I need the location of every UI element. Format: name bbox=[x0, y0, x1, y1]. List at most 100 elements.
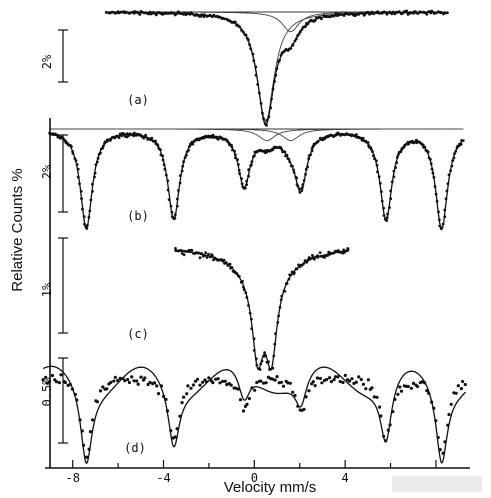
panel-label: (d) bbox=[124, 441, 146, 455]
data-point bbox=[334, 249, 337, 253]
data-point bbox=[295, 176, 298, 180]
data-point bbox=[382, 214, 386, 217]
scale-label: 2% bbox=[40, 54, 54, 69]
data-point bbox=[276, 321, 280, 324]
data-point bbox=[41, 378, 45, 382]
data-point bbox=[163, 167, 167, 171]
data-point bbox=[250, 160, 254, 164]
data-point bbox=[182, 395, 186, 399]
data-point bbox=[461, 139, 465, 143]
data-point bbox=[127, 380, 131, 385]
data-point bbox=[264, 381, 268, 385]
data-point bbox=[302, 262, 306, 265]
data-point bbox=[82, 443, 86, 447]
data-point bbox=[397, 10, 401, 14]
data-point bbox=[273, 378, 277, 382]
panel-c: 1% (c) bbox=[40, 237, 350, 371]
data-point bbox=[342, 248, 346, 252]
data-point bbox=[307, 157, 311, 161]
data-point bbox=[297, 32, 301, 36]
data-point bbox=[359, 377, 363, 382]
data-point bbox=[434, 192, 438, 196]
data-point bbox=[164, 173, 168, 177]
data-point bbox=[245, 179, 249, 183]
data-point bbox=[238, 172, 242, 176]
data-point bbox=[78, 418, 82, 422]
data-point bbox=[271, 366, 275, 370]
data-point bbox=[229, 383, 233, 387]
data-point bbox=[454, 149, 458, 153]
data-point bbox=[203, 254, 207, 257]
data-point bbox=[420, 380, 424, 384]
data-point bbox=[350, 377, 354, 381]
data-point bbox=[93, 175, 96, 179]
data-point bbox=[156, 392, 161, 396]
data-point bbox=[396, 153, 400, 157]
data-point bbox=[288, 381, 292, 385]
data-point bbox=[238, 398, 243, 402]
data-point bbox=[68, 382, 72, 386]
data-point bbox=[271, 148, 274, 152]
data-point bbox=[385, 12, 389, 16]
data-point bbox=[302, 179, 306, 182]
data-point bbox=[413, 140, 416, 144]
data-point bbox=[384, 439, 388, 443]
data-point bbox=[283, 289, 287, 293]
data-point bbox=[182, 253, 186, 257]
data-point bbox=[306, 165, 309, 169]
scale-label: 2% bbox=[40, 164, 54, 179]
panel-label: (b) bbox=[127, 209, 149, 223]
data-point bbox=[260, 359, 264, 363]
component-curve-2 bbox=[50, 128, 464, 142]
data-point bbox=[398, 385, 402, 389]
data-point bbox=[334, 12, 338, 16]
data-point bbox=[117, 136, 121, 140]
data-point bbox=[211, 254, 214, 257]
data-point bbox=[313, 384, 317, 388]
data-point bbox=[416, 12, 420, 15]
data-point bbox=[173, 435, 177, 439]
data-point bbox=[247, 174, 251, 178]
data-point bbox=[238, 25, 242, 29]
data-point bbox=[95, 160, 99, 164]
data-point bbox=[178, 174, 182, 178]
data-point bbox=[429, 158, 432, 161]
fit-curve bbox=[49, 132, 464, 231]
data-point bbox=[254, 65, 258, 69]
data-point bbox=[438, 224, 442, 228]
data-point bbox=[86, 224, 89, 227]
data-point bbox=[320, 381, 324, 385]
data-point bbox=[195, 377, 200, 381]
data-point bbox=[88, 430, 93, 434]
data-point bbox=[459, 142, 463, 146]
data-point bbox=[451, 159, 455, 163]
data-point bbox=[298, 190, 302, 194]
data-point bbox=[252, 154, 256, 158]
data-point bbox=[325, 377, 329, 382]
data-point bbox=[85, 227, 89, 230]
data-point bbox=[329, 380, 333, 384]
data-point bbox=[247, 168, 251, 172]
data-point bbox=[54, 380, 59, 384]
data-point bbox=[265, 124, 268, 127]
data-point bbox=[159, 148, 162, 152]
data-point bbox=[280, 148, 284, 151]
data-point bbox=[447, 412, 451, 417]
data-point bbox=[197, 251, 201, 255]
data-point bbox=[290, 270, 294, 274]
data-point bbox=[201, 380, 205, 384]
data-point bbox=[279, 380, 283, 384]
data-point bbox=[105, 387, 109, 391]
data-point bbox=[154, 139, 158, 143]
scale-bar bbox=[58, 357, 68, 444]
data-point bbox=[257, 91, 261, 95]
data-point bbox=[179, 12, 183, 16]
data-point bbox=[161, 154, 165, 158]
data-point bbox=[274, 73, 278, 77]
data-point bbox=[241, 280, 244, 283]
data-point bbox=[237, 169, 241, 172]
data-point bbox=[80, 197, 83, 201]
data-point bbox=[144, 133, 148, 137]
data-point bbox=[230, 266, 234, 269]
